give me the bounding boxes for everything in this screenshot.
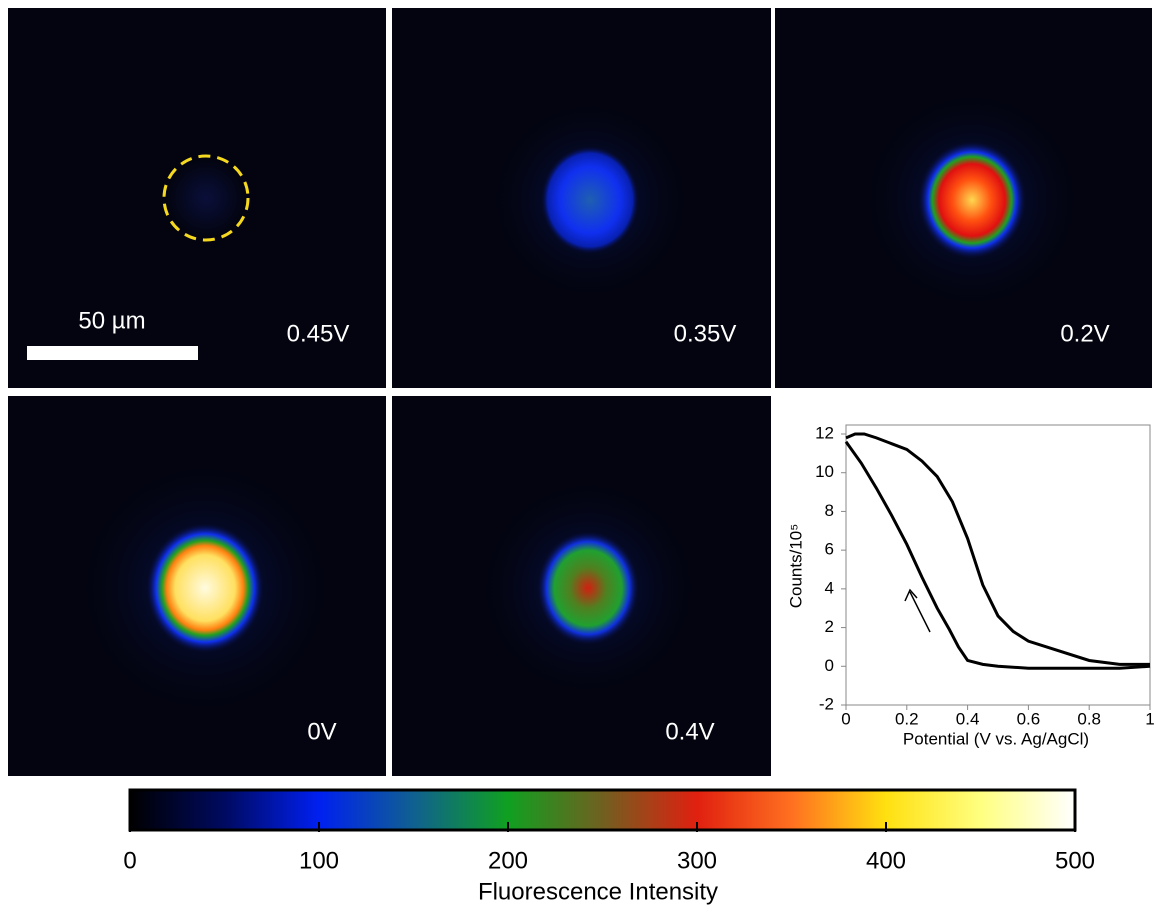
- panel: 0V: [8, 396, 386, 776]
- colorbar-tick-label: 500: [1055, 847, 1095, 874]
- y-tick-label: 12: [815, 423, 834, 442]
- panel-label: 0.4V: [665, 718, 714, 745]
- y-tick-label: 4: [825, 578, 834, 597]
- colorbar: [128, 788, 1077, 832]
- scale-label: 50 µm: [78, 307, 145, 334]
- x-tick-label: 1: [1145, 709, 1154, 728]
- panel: 50 µm 0.45V: [8, 8, 386, 388]
- y-tick-label: 0: [825, 656, 834, 675]
- colorbar-tick-label: 200: [488, 847, 528, 874]
- panel-label: 0.2V: [1060, 320, 1109, 347]
- arrow: [909, 591, 931, 633]
- panel-label: 0.45V: [287, 320, 350, 347]
- plot-frame: [845, 424, 1151, 706]
- y-tick-label: 2: [825, 617, 834, 636]
- colorbar-tick-label: 100: [299, 847, 339, 874]
- x-tick-label: 0.4: [956, 709, 980, 728]
- colorbar-label: Fluorescence Intensity: [478, 878, 718, 905]
- y-tick-label: -2: [819, 694, 834, 713]
- x-tick-label: 0.2: [895, 709, 919, 728]
- x-axis-label: Potential (V vs. Ag/AgCl): [903, 729, 1089, 748]
- y-tick-label: 10: [815, 462, 834, 481]
- colorbar-tick-label: 300: [677, 847, 717, 874]
- y-axis-label: Counts/10⁵: [786, 524, 805, 609]
- panel-label: 0V: [307, 718, 336, 745]
- x-tick-label: 0.8: [1077, 709, 1101, 728]
- data-line: [844, 440, 1151, 670]
- x-tick-label: 0: [841, 709, 850, 728]
- colorbar-tick-label: 400: [866, 847, 906, 874]
- panel: 0.35V: [392, 8, 771, 388]
- scale-bar: [27, 346, 198, 360]
- x-tick-label: 0.6: [1017, 709, 1041, 728]
- arrow-head: [904, 588, 918, 602]
- data-line: [845, 432, 1150, 666]
- y-tick-label: 6: [825, 540, 834, 559]
- y-tick-label: 8: [825, 501, 834, 520]
- panel-label: 0.35V: [674, 320, 737, 347]
- panel: 0.4V: [392, 396, 771, 776]
- colorbar-tick-label: 0: [123, 847, 136, 874]
- panel: 0.2V: [775, 8, 1152, 388]
